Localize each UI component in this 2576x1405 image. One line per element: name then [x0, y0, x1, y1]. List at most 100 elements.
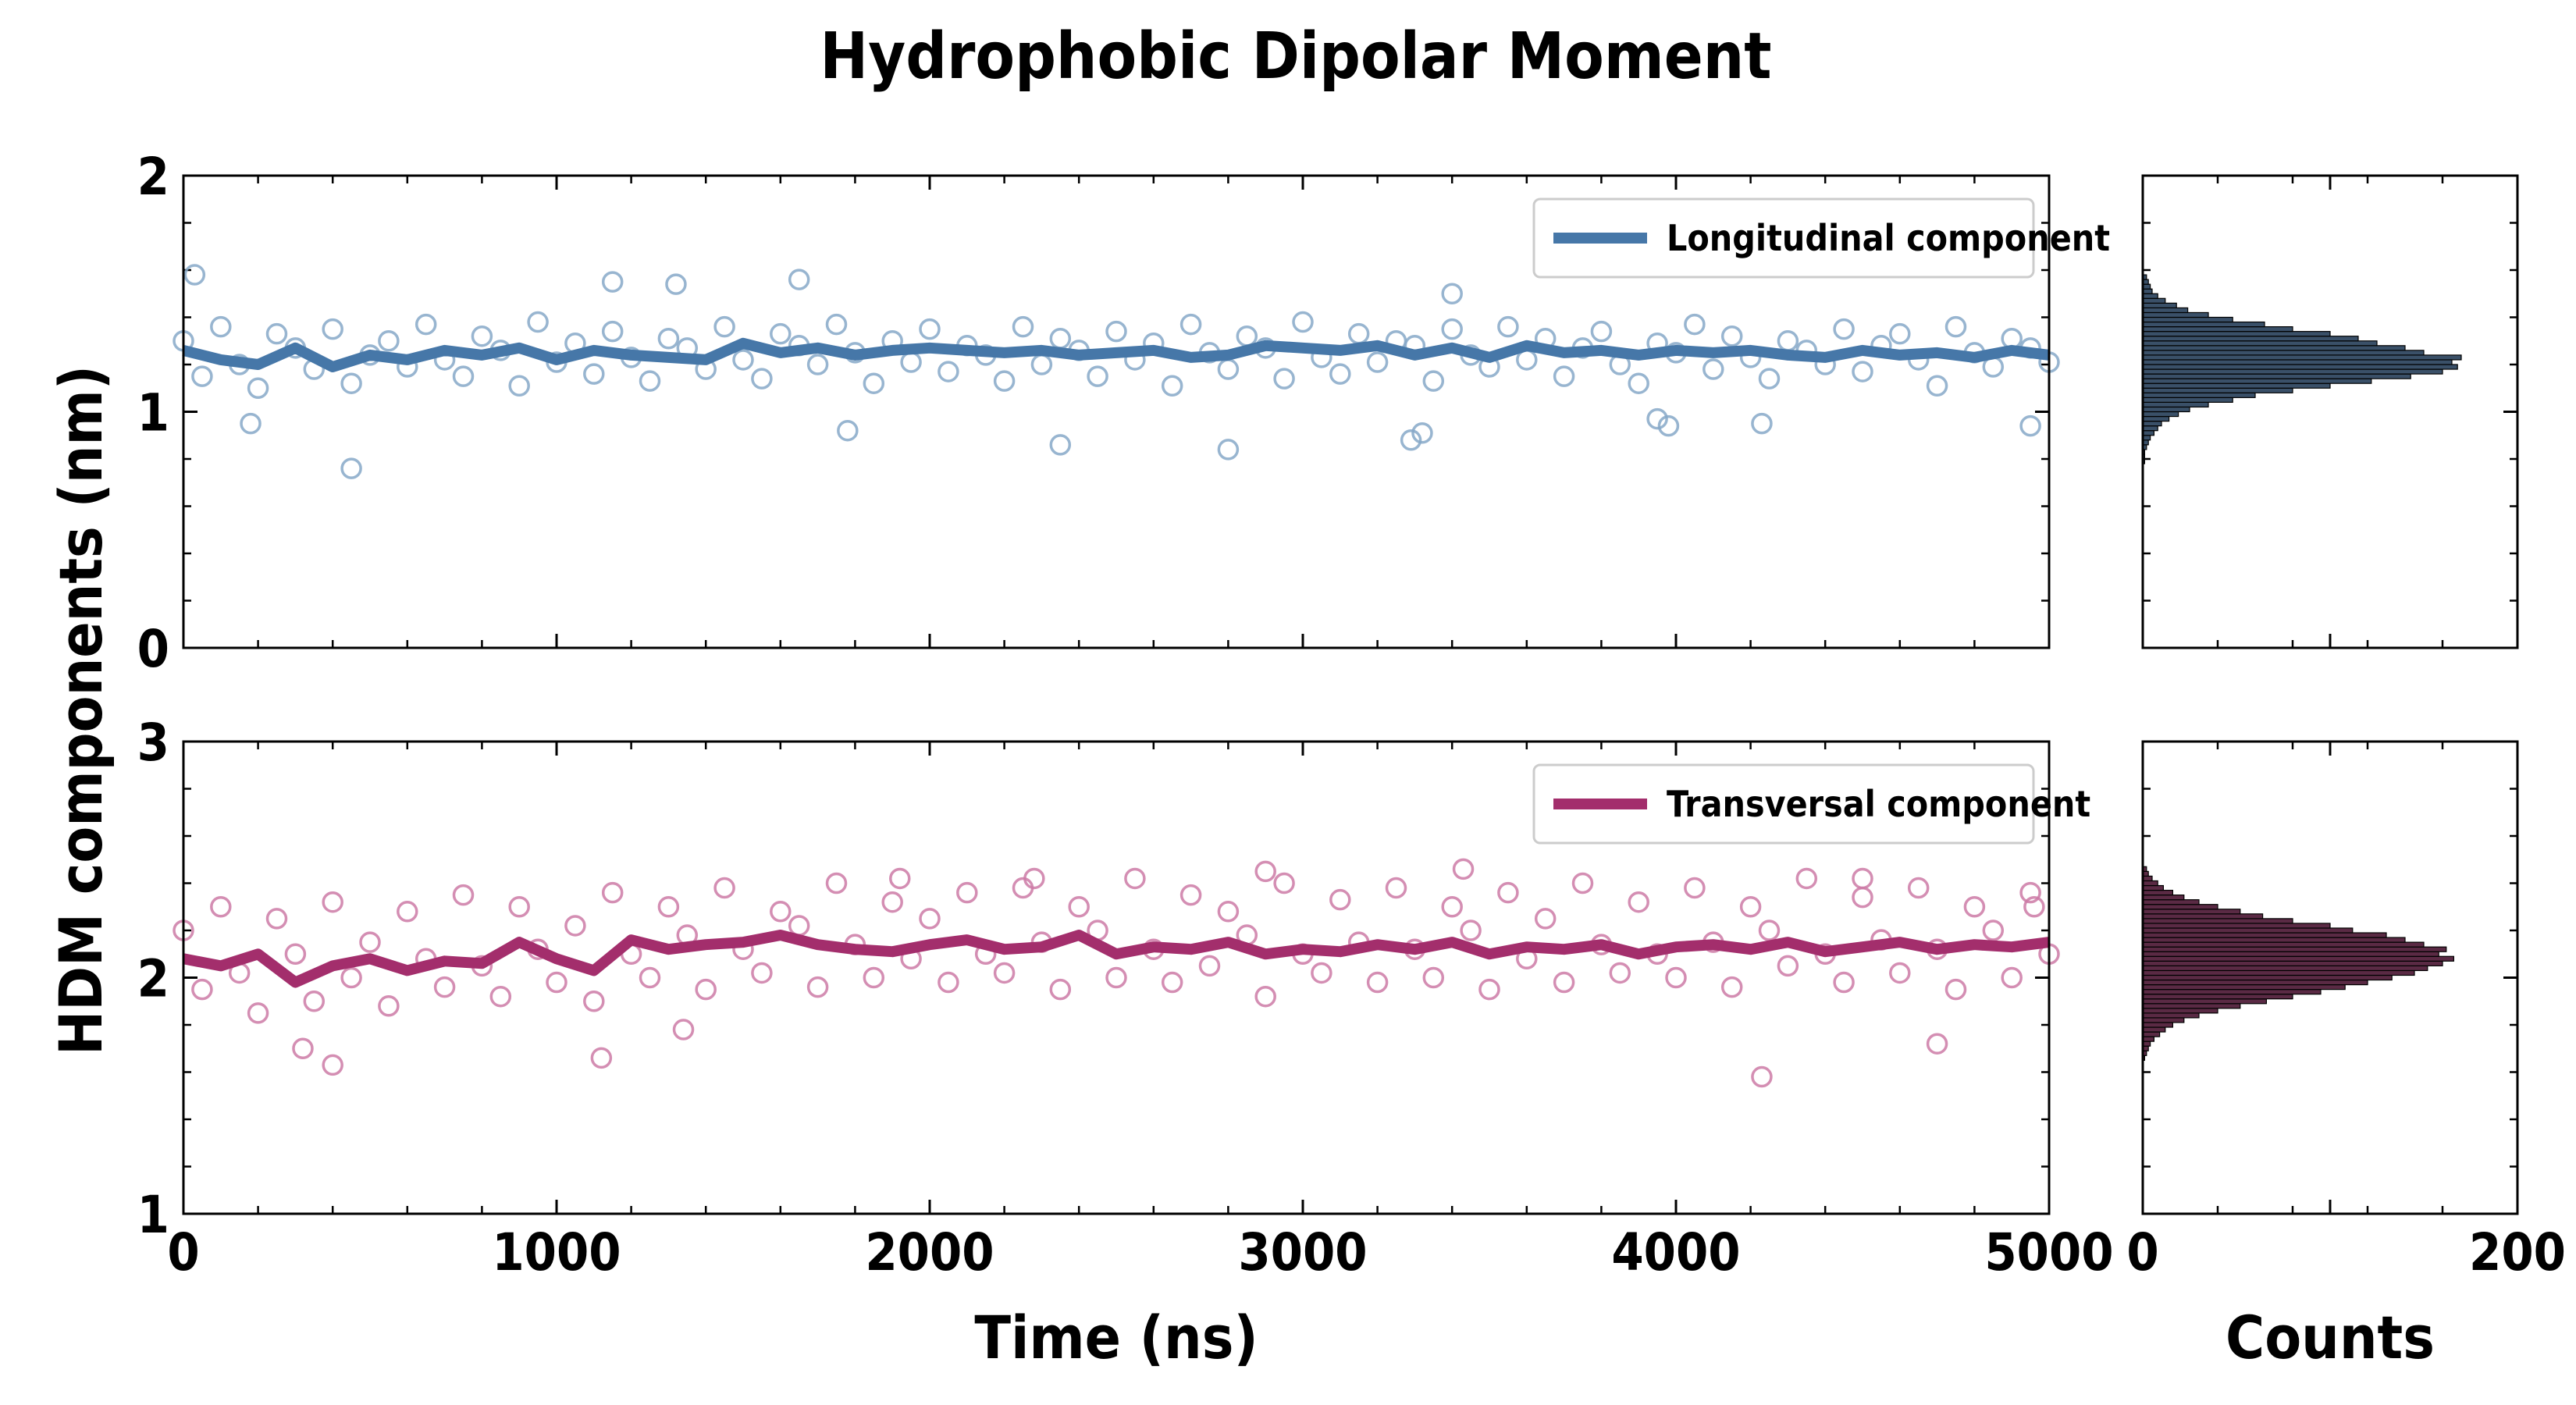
scatter-point: [1273, 368, 1295, 389]
scatter-point: [1161, 971, 1183, 994]
x-axis-label: Time (ns): [974, 1303, 1258, 1372]
scatter-point: [1441, 283, 1463, 304]
histogram-bar: [2142, 979, 2368, 986]
scatter-point: [1236, 325, 1258, 347]
scatter-point: [378, 330, 400, 352]
scatter-point: [900, 351, 922, 373]
longitudinal-histogram-panel: [2141, 174, 2519, 649]
histogram-bar: [2142, 397, 2233, 404]
x-tick-label: 4000: [1611, 1222, 1740, 1282]
histogram-bar: [2142, 998, 2267, 1005]
scatter-point: [1751, 412, 1773, 435]
scatter-point: [1628, 372, 1649, 394]
histogram-bar: [2142, 969, 2415, 976]
scatter-point: [1217, 439, 1240, 461]
scatter-point: [1217, 358, 1240, 380]
scatter-point: [191, 978, 213, 1001]
axes-frame: [182, 174, 2051, 649]
scatter-point: [452, 365, 475, 387]
scatter-point: [1609, 962, 1631, 984]
scatter-point: [601, 271, 624, 293]
scatter-point: [657, 896, 680, 918]
scatter-point: [788, 269, 810, 290]
scatter-point: [938, 971, 959, 994]
scatter-point: [889, 867, 911, 890]
scatter-point: [788, 915, 810, 937]
scatter-point: [1497, 881, 1519, 904]
scatter-point: [751, 368, 773, 389]
histogram-bar: [2142, 994, 2293, 1000]
scatter-point: [397, 901, 418, 923]
scatter-point: [806, 354, 829, 375]
scatter-point: [1105, 966, 1127, 989]
histogram-bar: [2142, 889, 2174, 896]
scatter-point: [452, 884, 475, 906]
legend: Longitudinal component: [1532, 197, 2110, 279]
scatter-point: [732, 349, 754, 371]
histogram-bar: [2142, 965, 2428, 972]
scatter-point: [1852, 867, 1873, 890]
scatter-point: [1217, 901, 1240, 923]
histogram-bar: [2142, 415, 2170, 422]
scatter-point: [601, 881, 624, 904]
scatter-point: [956, 881, 978, 904]
scatter-point: [210, 315, 232, 338]
histogram-bar: [2142, 420, 2162, 427]
y-tick-label: 1: [137, 383, 169, 443]
transversal-time-series-panel: 1 2 3 0 1000 2000 3000 4000 5000 Time (ns) Transve…: [137, 713, 2114, 1372]
histogram-bar: [2142, 875, 2153, 882]
scatter-point: [639, 370, 661, 392]
histogram-bar: [2142, 297, 2166, 304]
y-axis-label: HDM components (nm): [46, 365, 116, 1055]
scatter-point: [1366, 351, 1389, 373]
scatter-point: [1852, 886, 1873, 909]
scatter-point: [863, 372, 885, 394]
scatter-point: [1366, 971, 1389, 994]
scatter-point: [672, 1019, 695, 1040]
scatter-point: [303, 991, 326, 1012]
scatter-point: [1292, 311, 1314, 333]
axes-frame: [2141, 174, 2519, 649]
scatter-point: [2019, 414, 2041, 437]
scatter-point: [1105, 320, 1127, 343]
scatter-point: [1571, 872, 1594, 895]
scatter-point: [1030, 354, 1053, 375]
scatter-point: [508, 375, 530, 397]
scatter-point: [2019, 881, 2041, 904]
histogram-bar: [2142, 368, 2443, 375]
histogram-bar: [2142, 373, 2411, 379]
histogram-bar: [2142, 941, 2425, 948]
histogram-bar: [2142, 1003, 2241, 1009]
scatter-point: [1720, 976, 1743, 998]
scatter-point: [183, 264, 206, 286]
histogram-bar: [2142, 350, 2425, 356]
scatter-point: [1795, 867, 1818, 890]
scatter-point: [825, 872, 848, 895]
scatter-point: [265, 322, 288, 345]
scatter-point: [1049, 327, 1072, 350]
scatter-point: [590, 1047, 613, 1069]
scatter-point: [1087, 365, 1108, 387]
histogram-bar: [2142, 331, 2331, 337]
y-tick-label: 2: [137, 949, 169, 1009]
scatter-point: [1833, 318, 1855, 340]
scatter-point: [359, 931, 381, 953]
histogram-bar: [2142, 904, 2218, 910]
scatter-point: [583, 363, 605, 385]
scatter-point: [1703, 358, 1724, 380]
scatter-point: [1311, 962, 1332, 984]
scatter-point: [1944, 315, 1967, 338]
scatter-point: [284, 943, 307, 965]
histogram-bar: [2142, 1022, 2174, 1028]
x-tick-label: 2000: [865, 1222, 994, 1282]
axes-frame: [2141, 740, 2519, 1215]
scatter-point: [1329, 363, 1351, 385]
series-line: [182, 930, 2050, 988]
scatter-point: [1347, 322, 1370, 345]
scatter-point: [340, 457, 362, 479]
scatter-point: [770, 901, 792, 923]
scatter-point: [583, 991, 605, 1012]
scatter-point: [1478, 978, 1500, 1001]
axes-frame: [182, 740, 2051, 1215]
series-line: [182, 337, 2050, 372]
